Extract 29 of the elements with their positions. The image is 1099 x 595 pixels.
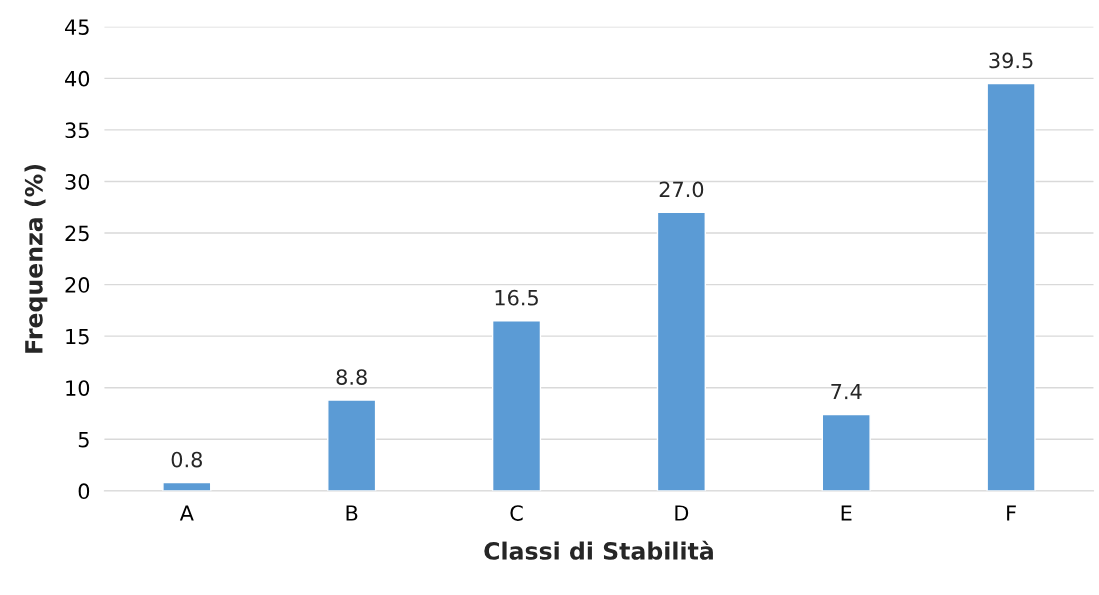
x-tick-label: C <box>510 505 523 521</box>
bar <box>821 413 871 491</box>
y-tick-label: 25 <box>65 225 89 242</box>
x-tick-label: D <box>675 505 689 521</box>
y-tick-label: 30 <box>65 173 90 190</box>
y-tick-label: 0 <box>78 483 90 500</box>
bar <box>491 320 542 491</box>
y-tick-label: 15 <box>66 328 89 345</box>
bar <box>656 211 706 491</box>
data-label: 16.5 <box>495 289 538 306</box>
x-axis-title: Classi di Stabilità <box>484 540 713 560</box>
x-tick-label: F <box>1007 505 1016 521</box>
data-label: 0.8 <box>171 451 202 468</box>
bar <box>986 82 1036 491</box>
y-tick-label: 35 <box>65 122 89 139</box>
y-tick-label: 45 <box>65 19 89 35</box>
data-label: 7.4 <box>831 383 862 400</box>
y-tick-label: 40 <box>65 70 90 87</box>
y-tick-label: 10 <box>66 380 90 396</box>
y-tick-label: 20 <box>65 277 90 293</box>
bar <box>327 399 377 491</box>
data-label: 8.8 <box>336 369 367 385</box>
y-tick-label: 5 <box>78 432 89 448</box>
data-label: 27.0 <box>659 181 704 198</box>
x-tick-label: B <box>346 505 358 521</box>
x-tick-label: E <box>841 505 852 521</box>
data-label: 39.5 <box>989 52 1033 69</box>
y-axis-title: Frequenza (%) <box>24 164 48 353</box>
x-tick-label: A <box>179 505 194 521</box>
